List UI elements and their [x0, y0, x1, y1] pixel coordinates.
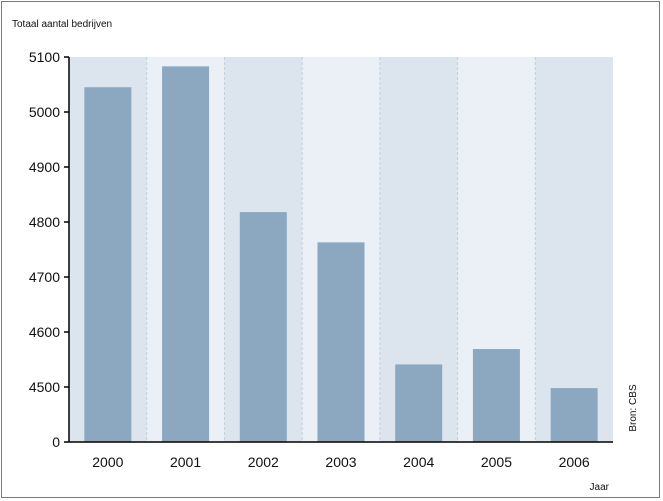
y-tick-4500: 4500: [29, 379, 60, 395]
x-tick-2001: 2001: [170, 454, 201, 470]
y-axis-title: Totaal aantal bedrijven: [12, 19, 112, 30]
bar-2006: [551, 388, 598, 442]
x-tick-2002: 2002: [248, 454, 279, 470]
y-tick-4600: 4600: [29, 324, 60, 340]
x-tick-2004: 2004: [403, 454, 434, 470]
y-tick-4700: 4700: [29, 269, 60, 285]
x-tick-2006: 2006: [559, 454, 590, 470]
bar-2003: [318, 242, 365, 442]
y-tick-5000: 5000: [29, 104, 60, 120]
bar-2001: [162, 66, 209, 442]
bar-2000: [84, 87, 131, 442]
bar-2002: [240, 212, 287, 442]
y-tick-5100: 5100: [29, 49, 60, 65]
y-tick-0: 0: [52, 434, 60, 450]
bar-2004: [395, 364, 442, 442]
x-tick-2003: 2003: [325, 454, 356, 470]
y-tick-4900: 4900: [29, 159, 60, 175]
x-tick-labels: 2000 2001 2002 2003 2004 2005 2006: [92, 454, 590, 470]
bar-2005: [473, 349, 520, 442]
y-tick-labels: 0 4500 4600 4700 4800 4900 5000 5100: [29, 49, 69, 450]
band-2006: [535, 57, 613, 442]
x-axis-title: Jaar: [590, 482, 610, 493]
y-tick-4800: 4800: [29, 214, 60, 230]
x-tick-2005: 2005: [481, 454, 512, 470]
x-tick-2000: 2000: [92, 454, 123, 470]
source-note: Bron: CBS: [628, 384, 639, 432]
